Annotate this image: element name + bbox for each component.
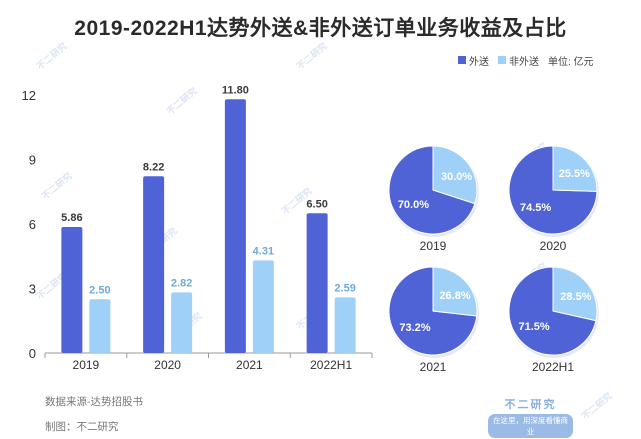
pie-label-delivery: 70.0% xyxy=(398,199,429,211)
bar-label-delivery: 8.22 xyxy=(143,161,164,173)
y-tick-label: 6 xyxy=(29,217,36,232)
bar-non-delivery xyxy=(252,260,274,353)
pie-label-non-delivery: 30.0% xyxy=(441,171,472,183)
bar-label-delivery: 5.86 xyxy=(61,212,82,224)
bar-label-non-delivery: 2.82 xyxy=(171,277,192,289)
y-tick-label: 9 xyxy=(29,153,36,168)
bar-delivery xyxy=(224,99,246,353)
brand-slogan: 在这里，用深度看懂商业 xyxy=(488,414,573,438)
watermark-text: 不二研究 xyxy=(39,170,74,202)
bar-delivery xyxy=(61,227,83,353)
bar-label-non-delivery: 2.50 xyxy=(89,284,110,296)
watermark-text: 不二研究 xyxy=(579,390,614,422)
legend-label-delivery: 外送 xyxy=(469,56,489,68)
x-tick-label: 2021 xyxy=(236,358,263,372)
pie-title: 2019 xyxy=(420,239,447,253)
chart-title: 2019-2022H1达势外送&非外送订单业务收益及占比 xyxy=(74,17,567,40)
pie-slice-non-delivery xyxy=(432,145,478,205)
pie-label-delivery: 71.5% xyxy=(519,321,550,333)
pie-slice-delivery xyxy=(508,266,597,356)
y-tick-label: 0 xyxy=(29,346,36,361)
pie-title: 2021 xyxy=(420,360,447,374)
bar-non-delivery xyxy=(171,292,193,353)
pie-slice-non-delivery xyxy=(552,266,598,322)
legend-swatch-delivery xyxy=(458,56,466,64)
bar-delivery xyxy=(143,176,165,353)
pie-title: 2022H1 xyxy=(532,360,574,374)
pie-slice-non-delivery xyxy=(552,145,598,192)
pie-label-delivery: 73.2% xyxy=(399,322,430,334)
x-tick-label: 2022H1 xyxy=(310,358,352,372)
bar-non-delivery xyxy=(89,299,111,353)
pie-label-delivery: 74.5% xyxy=(520,202,551,214)
bar-label-non-delivery: 2.59 xyxy=(334,282,355,294)
x-tick-label: 2020 xyxy=(154,358,181,372)
brand-logo: 不二研究 在这里，用深度看懂商业 xyxy=(488,396,573,438)
brand-name: 不二研究 xyxy=(504,399,557,411)
pie-slice-non-delivery xyxy=(432,266,478,317)
unit-label: 单位: 亿元 xyxy=(548,56,594,68)
pie-title: 2020 xyxy=(540,239,567,253)
bar-label-delivery: 6.50 xyxy=(306,198,327,210)
watermark-text: 不二研究 xyxy=(34,40,69,72)
y-tick-label: 3 xyxy=(29,282,36,297)
data-source: 数据来源-达势招股书 xyxy=(45,396,143,408)
bar-delivery xyxy=(306,213,328,353)
pie-label-non-delivery: 26.8% xyxy=(439,290,470,302)
pie-label-non-delivery: 28.5% xyxy=(560,291,591,303)
legend: 外送 非外送 单位: 亿元 xyxy=(458,53,594,68)
x-tick-label: 2019 xyxy=(73,358,100,372)
y-tick-label: 12 xyxy=(22,88,36,103)
legend-label-non-delivery: 非外送 xyxy=(509,56,539,68)
bar-label-non-delivery: 4.31 xyxy=(253,245,274,257)
pie-slice-delivery xyxy=(388,145,476,235)
watermark-text: 不二研究 xyxy=(164,85,199,117)
legend-swatch-non-delivery xyxy=(498,56,506,64)
pie-label-non-delivery: 25.5% xyxy=(559,168,590,180)
watermark-text: 不二研究 xyxy=(294,40,329,72)
bar-label-delivery: 11.80 xyxy=(222,84,249,96)
bar-non-delivery xyxy=(334,297,356,353)
chart-maker: 制图：不二研究 xyxy=(45,421,119,433)
legend-item-delivery: 外送 xyxy=(458,53,489,68)
legend-item-non-delivery: 非外送 xyxy=(498,53,539,68)
